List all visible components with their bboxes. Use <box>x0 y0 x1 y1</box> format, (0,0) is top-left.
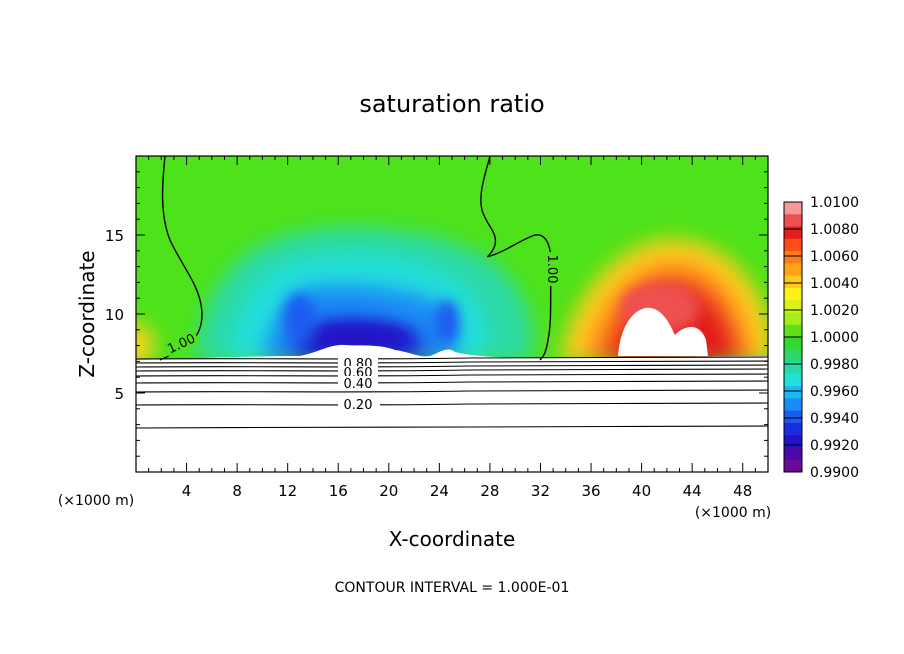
colorbar-swatch <box>784 238 802 252</box>
colorbar-swatch <box>784 312 802 326</box>
colorbar-label: 0.9920 <box>810 438 859 454</box>
colorbar-swatch <box>784 435 802 448</box>
heatmap-field <box>136 156 768 472</box>
x-tick-label: 32 <box>531 482 550 500</box>
colorbar-swatch <box>784 287 802 301</box>
contour-interval-note: CONTOUR INTERVAL = 1.000E-01 <box>335 580 570 596</box>
colorbar-swatch <box>784 447 802 461</box>
colorbar-swatch <box>784 459 802 473</box>
contour-label-1-00-right: 1.00 <box>544 255 559 284</box>
colorbar-label: 1.0080 <box>810 222 859 238</box>
colorbar-label: 1.0000 <box>810 330 859 346</box>
x-tick-label: 44 <box>683 482 702 500</box>
x-tick-label: 48 <box>733 482 752 500</box>
x-tick-label: 40 <box>632 482 651 500</box>
colorbar-swatch <box>784 349 802 363</box>
contour-label-0-40: 0.40 <box>344 377 373 392</box>
colorbar-label: 0.9980 <box>810 357 859 373</box>
y-axis-label: Z-coordinate <box>75 250 99 377</box>
x-tick-label: 8 <box>232 482 242 500</box>
colorbar-swatch <box>784 324 802 338</box>
colorbar: 1.0100 1.0080 1.0060 1.0040 1.0020 1.0000 0.99… <box>783 195 859 481</box>
x-tick-label: 4 <box>182 482 192 500</box>
colorbar-swatch <box>784 275 802 289</box>
colorbar-label: 1.0100 <box>810 195 859 211</box>
x-tick-label: 20 <box>379 482 398 500</box>
colorbar-swatch <box>784 410 802 424</box>
chart-title: saturation ratio <box>359 90 544 118</box>
colorbar-label: 1.0060 <box>810 249 859 265</box>
colorbar-label: 1.0040 <box>810 276 859 292</box>
colorbar-swatch <box>784 373 802 387</box>
colorbar-swatch <box>784 398 802 412</box>
colorbar-label: 0.9960 <box>810 384 859 400</box>
colorbar-swatch <box>784 300 802 313</box>
y-tick-label: 15 <box>105 227 124 245</box>
colorbar-swatch <box>784 422 802 436</box>
y-tick-label: 5 <box>114 385 124 403</box>
x-tick-label: 36 <box>581 482 600 500</box>
colorbar-label: 1.0020 <box>810 303 859 319</box>
contour-label-0-20: 0.20 <box>344 398 373 413</box>
x-tick-label: 12 <box>278 482 297 500</box>
x-axis: 4 8 12 16 20 24 28 32 36 40 44 48 <box>148 156 756 500</box>
x-tick-label: 24 <box>430 482 449 500</box>
colorbar-swatch <box>784 202 802 215</box>
colorbar-swatch <box>784 251 802 264</box>
colorbar-swatch <box>784 263 802 277</box>
colorbar-swatch <box>784 337 802 350</box>
x-tick-label: 16 <box>329 482 348 500</box>
colorbar-swatch <box>784 214 802 228</box>
colorbar-label: 0.9940 <box>810 411 859 427</box>
colorbar-swatch <box>784 361 802 375</box>
colorbar-swatch <box>784 386 802 399</box>
terrain-contours <box>136 356 768 429</box>
colorbar-swatch <box>784 226 802 240</box>
x-axis-label: X-coordinate <box>389 527 516 551</box>
colorbar-label: 0.9900 <box>810 465 859 481</box>
x-tick-label: 28 <box>480 482 499 500</box>
x-axis-unit: (×1000 m) <box>695 505 771 521</box>
y-axis: 5 10 15 <box>105 171 768 457</box>
y-tick-label: 10 <box>105 306 124 324</box>
y-axis-unit: (×1000 m) <box>58 493 134 509</box>
